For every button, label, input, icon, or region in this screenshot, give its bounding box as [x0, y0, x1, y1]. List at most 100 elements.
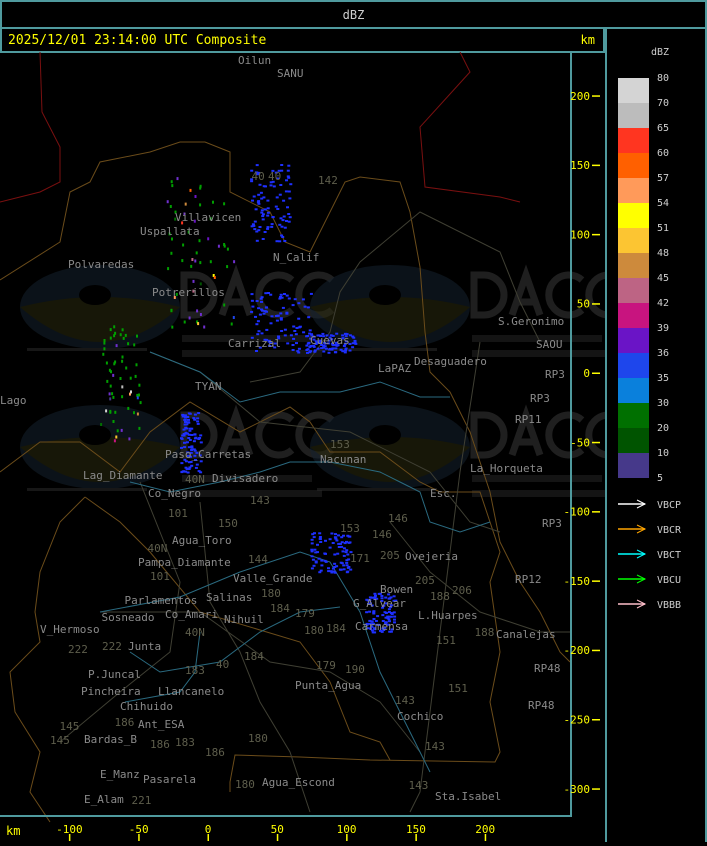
echo-pixel: [199, 313, 202, 316]
echo-pixel: [351, 335, 355, 338]
echo-pixel: [185, 432, 189, 435]
route-label: 40: [268, 170, 281, 183]
y-tick-label: -100: [564, 506, 591, 519]
echo-pixel: [330, 348, 334, 351]
echo-pixel: [372, 627, 376, 630]
echo-pixel: [230, 322, 233, 326]
echo-pixel: [275, 240, 279, 243]
echo-pixel: [116, 429, 119, 433]
echo-pixel: [258, 183, 262, 186]
echo-pixel: [327, 351, 331, 354]
place-label: RP48: [534, 662, 561, 675]
echo-pixel: [186, 416, 190, 418]
echo-pixel: [213, 276, 216, 279]
echo-pixel: [168, 232, 171, 236]
echo-pixel: [333, 566, 337, 568]
route-label: 40N: [185, 626, 205, 639]
color-bin: [618, 153, 649, 178]
echo-pixel: [250, 169, 254, 172]
echo-pixel: [190, 434, 194, 436]
echo-pixel: [136, 412, 139, 416]
echo-pixel: [292, 325, 296, 328]
echo-pixel: [380, 595, 384, 597]
echo-pixel: [318, 537, 322, 540]
color-bin-label: 65: [657, 123, 669, 134]
place-label: Punta_Agua: [295, 679, 361, 692]
echo-pixel: [327, 567, 330, 570]
echo-pixel: [266, 199, 270, 202]
echo-pixel: [181, 413, 185, 416]
echo-pixel: [260, 308, 263, 311]
echo-pixel: [328, 348, 332, 351]
x-tick-label: -100: [56, 823, 83, 836]
echo-pixel: [343, 332, 347, 335]
route-label: 190: [345, 663, 365, 676]
echo-pixel: [120, 428, 123, 432]
echo-pixel: [324, 560, 328, 563]
echo-pixel: [279, 317, 283, 320]
echo-pixel: [313, 349, 317, 352]
y-tick-label: -200: [564, 644, 591, 657]
echo-pixel: [192, 440, 196, 443]
echo-pixel: [282, 199, 286, 202]
echo-pixel: [309, 344, 313, 347]
place-label: S.Geronimo: [498, 315, 564, 328]
place-label: Co_Amari: [165, 608, 218, 621]
x-tick-label: 200: [475, 823, 495, 836]
echo-pixel: [181, 415, 185, 418]
echo-pixel: [344, 335, 348, 338]
echo-pixel: [306, 348, 310, 351]
echo-pixel: [327, 339, 331, 342]
echo-pixel: [319, 541, 323, 543]
route-label: 186: [150, 738, 170, 751]
echo-pixel: [269, 181, 273, 184]
echo-pixel: [345, 559, 349, 562]
route-label: 186: [115, 716, 135, 729]
radar-label: VBCT: [657, 550, 681, 561]
echo-pixel: [291, 349, 295, 351]
echo-pixel: [318, 571, 322, 574]
echo-pixel: [320, 347, 324, 350]
echo-pixel: [138, 383, 141, 387]
echo-pixel: [197, 470, 201, 473]
echo-pixel: [260, 296, 264, 299]
echo-pixel: [306, 351, 309, 354]
color-bin: [618, 103, 649, 128]
echo-pixel: [254, 315, 257, 318]
echo-pixel: [136, 396, 139, 400]
echo-pixel: [193, 418, 197, 421]
echo-pixel: [266, 226, 270, 229]
echo-pixel: [313, 532, 316, 535]
place-label: Parlamentos: [125, 594, 198, 607]
place-label: N_Calif: [273, 251, 319, 264]
radar-label: VBCP: [657, 500, 681, 511]
echo-pixel: [368, 622, 372, 625]
place-label: RP3: [542, 517, 562, 530]
echo-pixel: [175, 292, 178, 296]
echo-pixel: [279, 312, 283, 315]
echo-pixel: [257, 307, 261, 310]
echo-pixel: [291, 344, 295, 346]
echo-pixel: [318, 339, 322, 342]
echo-pixel: [183, 212, 186, 216]
echo-pixel: [389, 604, 393, 607]
place-label: L.Huarpes: [418, 609, 478, 622]
echo-pixel: [207, 237, 210, 241]
place-label: Uspallata: [140, 225, 200, 238]
radar-legend-item: VBCR: [618, 524, 682, 536]
watermark-brand-logo: [180, 404, 335, 459]
echo-pixel: [366, 627, 370, 630]
echo-pixel: [322, 350, 326, 353]
echo-pixel: [195, 251, 198, 255]
echo-pixel: [320, 344, 324, 346]
echo-pixel: [188, 429, 192, 432]
echo-pixel: [333, 344, 337, 346]
echo-pixel: [328, 546, 332, 549]
echo-pixel: [183, 446, 187, 449]
echo-pixel: [198, 437, 202, 439]
x-tick-label: 0: [205, 823, 212, 836]
y-axis: 200 150 100 50 0 -50 -100 -150 -200 -250 -300: [564, 90, 600, 796]
watermark-url-graphic: [27, 488, 147, 491]
echo-pixel: [189, 461, 193, 463]
